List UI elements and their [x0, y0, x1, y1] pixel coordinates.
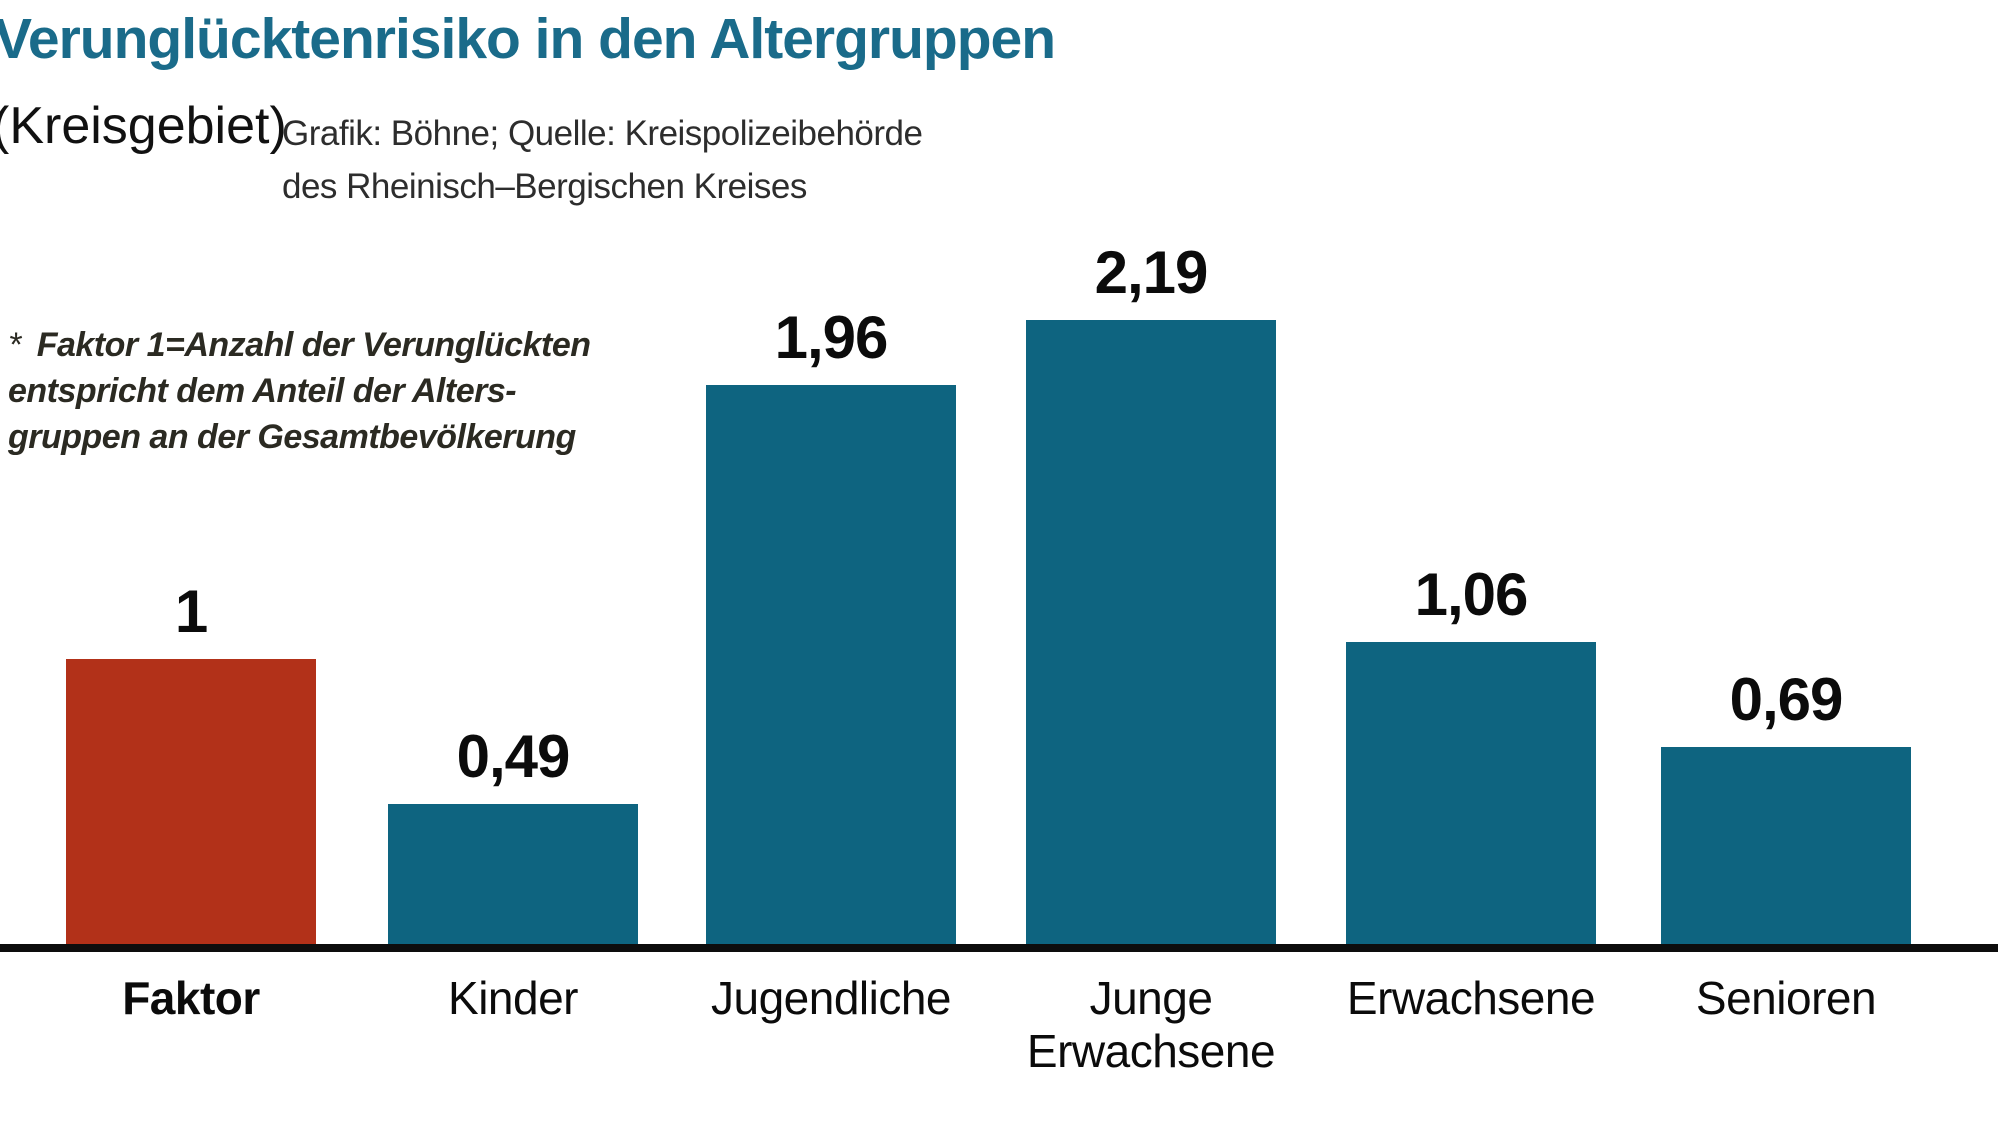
- value-label: 1,06: [1414, 561, 1529, 628]
- asterisk-marker: *: [8, 326, 21, 364]
- value-label: 1,96: [774, 304, 889, 371]
- bar-jugendliche: [706, 385, 956, 948]
- credit-line-1: Grafik: Böhne; Quelle: Kreispolizeibehör…: [282, 114, 923, 153]
- bar-kinder: [388, 804, 638, 948]
- category-label: Faktor: [122, 972, 260, 1024]
- credit-line-2: des Rheinisch–Bergischen Kreises: [282, 166, 807, 206]
- category-label: Senioren: [1695, 972, 1877, 1024]
- credit-source-text: Grafik: Böhne; Quelle: Kreispolizeibehör…: [282, 108, 923, 213]
- value-label: 2,19: [1094, 239, 1209, 306]
- value-label: 0,49: [456, 723, 571, 790]
- bar-senioren: [1661, 747, 1911, 948]
- footnote: * Faktor 1=Anzahl der Verunglückten entsp…: [8, 322, 591, 461]
- value-label: 1: [174, 578, 208, 645]
- footnote-line-1: * Faktor 1=Anzahl der Verunglückten: [8, 322, 591, 368]
- footnote-text-1: Faktor 1=Anzahl der Verunglückten: [36, 326, 591, 364]
- x-axis-line: [0, 944, 1998, 952]
- chart-subtitle: (Kreisgebiet): [0, 97, 287, 155]
- value-label: 0,69: [1729, 666, 1844, 733]
- chart-title: Verunglücktenrisiko in den Altergruppen: [0, 7, 1056, 71]
- bar-junge-erwachsene: [1026, 320, 1276, 948]
- bar-faktor: [66, 659, 316, 948]
- footnote-line-3: gruppen an der Gesamtbevölkerung: [8, 418, 576, 457]
- category-label: Jugendliche: [710, 972, 952, 1024]
- category-label: Kinder: [448, 972, 578, 1024]
- bar-erwachsene: [1346, 642, 1596, 948]
- category-label: Erwachsene: [1346, 972, 1596, 1024]
- category-label: Junge Erwachsene: [1026, 972, 1276, 1077]
- footnote-line-2: entspricht dem Anteil der Alters-: [8, 372, 517, 411]
